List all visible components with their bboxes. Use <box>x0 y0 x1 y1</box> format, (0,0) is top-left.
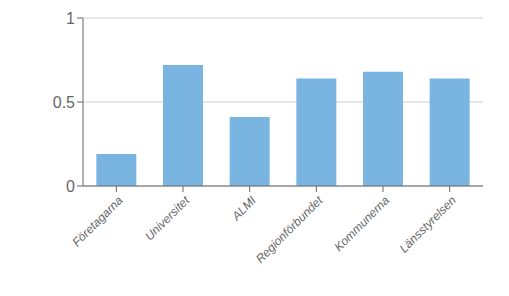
svg-text:Företagarna: Företagarna <box>69 193 125 249</box>
svg-text:ALMI: ALMI <box>228 193 259 224</box>
svg-text:Universitet: Universitet <box>142 193 192 243</box>
svg-text:0: 0 <box>66 178 75 195</box>
svg-text:0.5: 0.5 <box>53 94 75 111</box>
svg-text:1: 1 <box>66 10 75 27</box>
svg-text:Regionförbundet: Regionförbundet <box>253 193 326 266</box>
svg-text:Länsstyrelsen: Länsstyrelsen <box>397 193 459 255</box>
svg-text:Kommunerna: Kommunerna <box>331 193 392 254</box>
